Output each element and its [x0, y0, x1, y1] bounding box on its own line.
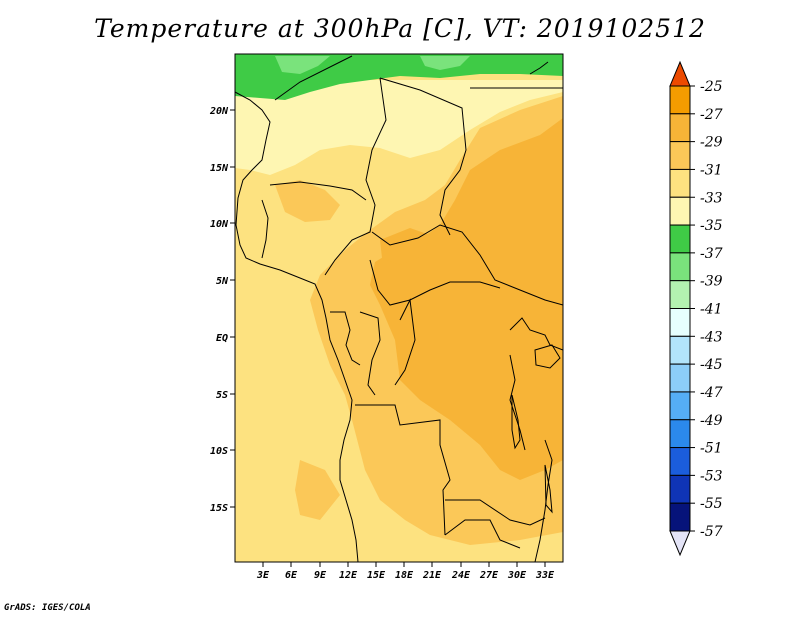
map-panel: 3E 6E 9E 12E 15E 18E 21E 24E 27E 30E 33E… [209, 53, 564, 581]
colorbar-box [669, 196, 691, 226]
border-11 [394, 298, 416, 386]
colorbar-label: -39 [700, 274, 723, 290]
colorbar-box [669, 447, 691, 476]
border-17 [444, 519, 521, 549]
field-core-warm-2 [380, 228, 430, 265]
border-7 [371, 224, 563, 306]
border-2 [324, 77, 387, 276]
border-9 [330, 311, 361, 366]
border-15 [445, 499, 546, 526]
colorbar-label: -27 [700, 107, 723, 123]
colorbar-label: -43 [700, 329, 723, 345]
colorbar-top-triangle [669, 60, 691, 87]
border-14 [509, 354, 526, 451]
colorbar: -25 -27 -29 -31 -33 -35 -37 -39 -41 -43 -45 -47 -49 -… [669, 60, 723, 557]
colorbar-label: -45 [700, 357, 723, 373]
colorbar-box [669, 419, 691, 449]
border-12 [355, 404, 451, 536]
colorbar-label: -51 [700, 441, 723, 457]
lake-malawi [544, 464, 553, 514]
border-10 [359, 311, 381, 396]
colorbar-label: -37 [700, 246, 723, 262]
lat-label: EQ [216, 333, 228, 344]
border-3 [379, 77, 467, 236]
lat-label: 5S [216, 390, 228, 401]
colorbar-box [669, 85, 691, 115]
border-18 [529, 61, 549, 75]
border-8 [369, 259, 501, 306]
credit-text: GrADS: IGES/COLA [4, 603, 91, 613]
colorbar-box [669, 391, 691, 421]
colorbar-box [669, 141, 691, 170]
colorbar-label: -25 [700, 79, 723, 95]
map-frame [234, 53, 564, 563]
lon-label: 33E [535, 570, 555, 581]
colorbar-box [669, 252, 691, 282]
border-16 [534, 439, 553, 562]
lon-label: 12E [339, 570, 358, 581]
colorbar-labels: -25 -27 -29 -31 -33 -35 -37 -39 -41 -43 -45 -47 -49 -… [690, 79, 723, 540]
lon-label: 9E [314, 570, 327, 581]
colorbar-boxes [669, 85, 691, 532]
field-core-warm [370, 118, 563, 480]
colorbar-box [669, 280, 691, 309]
colorbar-label: -49 [700, 413, 723, 429]
lat-label: 15N [210, 163, 229, 174]
border-5 [269, 181, 367, 201]
lon-label: 27E [479, 570, 499, 581]
lake-victoria [534, 344, 561, 369]
latitude-axis [230, 109, 235, 508]
colorbar-box [669, 308, 691, 337]
colorbar-label: -33 [700, 190, 723, 206]
field-warm-patch-west [275, 180, 340, 222]
colorbar-box [669, 168, 691, 198]
colorbar-box [669, 335, 691, 365]
lon-label: 21E [422, 570, 442, 581]
colorbar-label: -41 [700, 302, 723, 318]
lat-label: 10S [210, 446, 228, 457]
colorbar-label: -35 [700, 218, 723, 234]
lat-label: 10N [210, 219, 229, 230]
lat-label: 5N [216, 276, 229, 287]
field-lightgreen-patch-2 [420, 56, 470, 70]
colorbar-box [669, 113, 691, 143]
lon-label: 15E [367, 570, 386, 581]
colorbar-box [669, 224, 691, 254]
colorbar-box [669, 363, 691, 393]
lat-label: 20N [209, 106, 229, 117]
colorbar-bottom-triangle [669, 530, 691, 557]
lon-label: 18E [395, 570, 414, 581]
lon-label: 3E [256, 570, 270, 581]
lon-label: 6E [285, 570, 298, 581]
border-6 [261, 199, 269, 259]
field-cold-band [235, 80, 563, 175]
borders [235, 55, 563, 562]
lake-tanganyika [511, 394, 521, 450]
coastline-west-africa [235, 91, 359, 562]
colorbar-label: -47 [700, 385, 723, 401]
lat-label: 15S [210, 503, 228, 514]
lon-label: 30E [507, 570, 527, 581]
lon-label: 24E [451, 570, 471, 581]
colorbar-label: -31 [700, 162, 723, 178]
field-warm-patch-south [295, 460, 340, 520]
map-title: Temperature at 300hPa [C], VT: 201910251… [94, 14, 706, 43]
colorbar-label: -29 [700, 135, 723, 151]
border-1 [274, 55, 353, 101]
field-lightgreen-patch [275, 56, 330, 74]
colorbar-box [669, 502, 691, 532]
colorbar-label: -53 [700, 468, 723, 484]
colorbar-label: -57 [700, 524, 723, 540]
colorbar-label: -55 [700, 496, 723, 512]
longitude-axis [262, 562, 546, 567]
colorbar-box [669, 474, 691, 504]
